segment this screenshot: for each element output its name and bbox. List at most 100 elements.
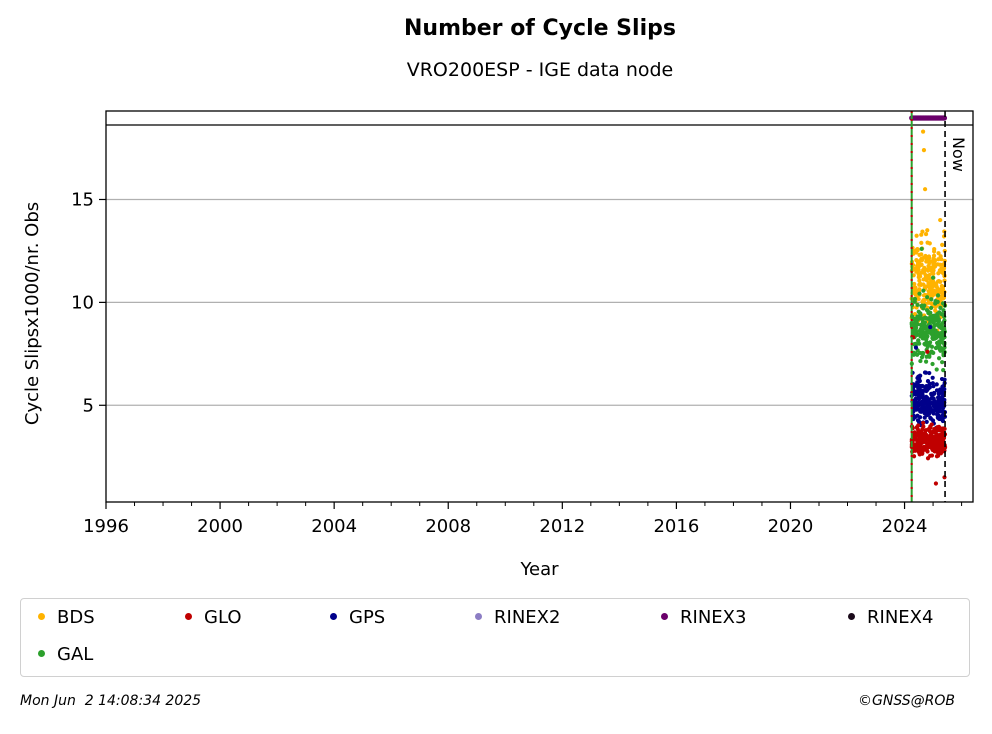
point-gps (924, 388, 929, 394)
point-gal (935, 299, 940, 304)
point-gal (930, 361, 935, 367)
point-glo (940, 431, 946, 436)
point-bds (932, 249, 937, 254)
point-glo (928, 453, 933, 458)
point-gps (942, 397, 947, 402)
point-bds (922, 265, 927, 270)
point-gps (916, 397, 922, 402)
point-bds (939, 283, 944, 289)
point-gps (913, 400, 919, 405)
point-gps (942, 387, 947, 392)
plot-frame (105, 110, 974, 503)
legend-label-gal: GAL (57, 644, 94, 665)
point-gps (934, 388, 940, 393)
point-gal (938, 305, 943, 310)
legend-label-bds: BDS (57, 607, 95, 628)
point-glo (932, 426, 937, 432)
point-gps (925, 400, 931, 405)
point-bds (936, 251, 941, 256)
point-gal (921, 288, 926, 293)
point-bds (917, 287, 922, 292)
point-glo (929, 438, 935, 443)
point-glo (921, 420, 926, 426)
point-glo (911, 454, 917, 459)
point-gps (929, 396, 934, 401)
point-gps (940, 405, 945, 410)
point-bds (927, 267, 932, 272)
point-gal (932, 323, 937, 328)
point-bds (919, 232, 924, 237)
chart-legend: BDS GLO GPS RINEX2 RINEX3 RINEX4 GAL (20, 598, 970, 677)
point-glo (914, 425, 919, 430)
point-bds (923, 231, 929, 237)
point-gal (924, 324, 929, 329)
legend-label-gps: GPS (349, 607, 386, 628)
point-gal (934, 331, 939, 336)
point-bds (919, 252, 924, 257)
point-bds (931, 288, 937, 293)
point-glo (922, 447, 927, 452)
point-gal (935, 293, 941, 298)
point-bds (912, 289, 917, 294)
legend-label-rinex3: RINEX3 (680, 607, 747, 628)
x-tick-label: 2012 (539, 516, 585, 537)
point-gal (923, 359, 929, 364)
x-tick-label: 2000 (197, 516, 243, 537)
point-gps (935, 412, 940, 417)
point-glo (933, 481, 939, 486)
point-gal (915, 302, 920, 308)
point-glo (931, 443, 937, 448)
point-gal (921, 306, 926, 311)
point-gal (931, 318, 937, 323)
point-gal (925, 295, 930, 300)
point-glo (928, 435, 933, 440)
legend-item-bds: BDS (38, 606, 95, 630)
point-gps (925, 407, 930, 412)
point-gps (934, 382, 939, 387)
point-bds (940, 270, 945, 276)
point-gps (913, 345, 919, 350)
x-tick-label: 1996 (83, 516, 129, 537)
point-bds (920, 129, 926, 134)
legend-marker-rinex4 (848, 612, 855, 620)
point-bds (926, 264, 931, 269)
legend-item-rinex2: RINEX2 (475, 606, 560, 630)
point-gps (912, 415, 918, 420)
point-glo (935, 445, 940, 450)
x-tick-label: 2024 (882, 516, 928, 537)
point-bds (912, 281, 917, 287)
point-glo (917, 444, 923, 449)
point-bds (925, 240, 930, 245)
point-glo (921, 434, 927, 439)
point-gps (929, 408, 934, 414)
point-gal (918, 334, 923, 339)
x-axis-label: Year (519, 559, 559, 580)
point-gal (935, 340, 940, 346)
y-tick-label: 10 (71, 292, 94, 313)
point-bds (929, 259, 934, 264)
point-bds (917, 278, 922, 283)
point-bds (938, 254, 943, 259)
point-bds (921, 148, 927, 153)
x-tick-label: 2004 (311, 516, 357, 537)
point-glo (928, 425, 933, 430)
point-bds (914, 248, 919, 253)
point-gal (926, 310, 931, 315)
point-bds (919, 240, 924, 245)
legend-marker-gps (330, 612, 337, 620)
point-glo (942, 426, 947, 431)
point-gal (919, 246, 924, 251)
point-gal (916, 315, 922, 320)
point-glo (913, 446, 918, 451)
legend-item-gal: GAL (38, 643, 93, 667)
point-bds (941, 267, 946, 272)
point-gal (911, 350, 916, 355)
point-bds (925, 258, 930, 263)
point-gal (936, 356, 942, 361)
point-bds (926, 289, 931, 294)
point-gps (918, 373, 923, 378)
point-bds (935, 262, 940, 267)
legend-item-rinex4: RINEX4 (848, 606, 933, 630)
point-gps (936, 399, 942, 404)
point-gps (942, 377, 947, 382)
